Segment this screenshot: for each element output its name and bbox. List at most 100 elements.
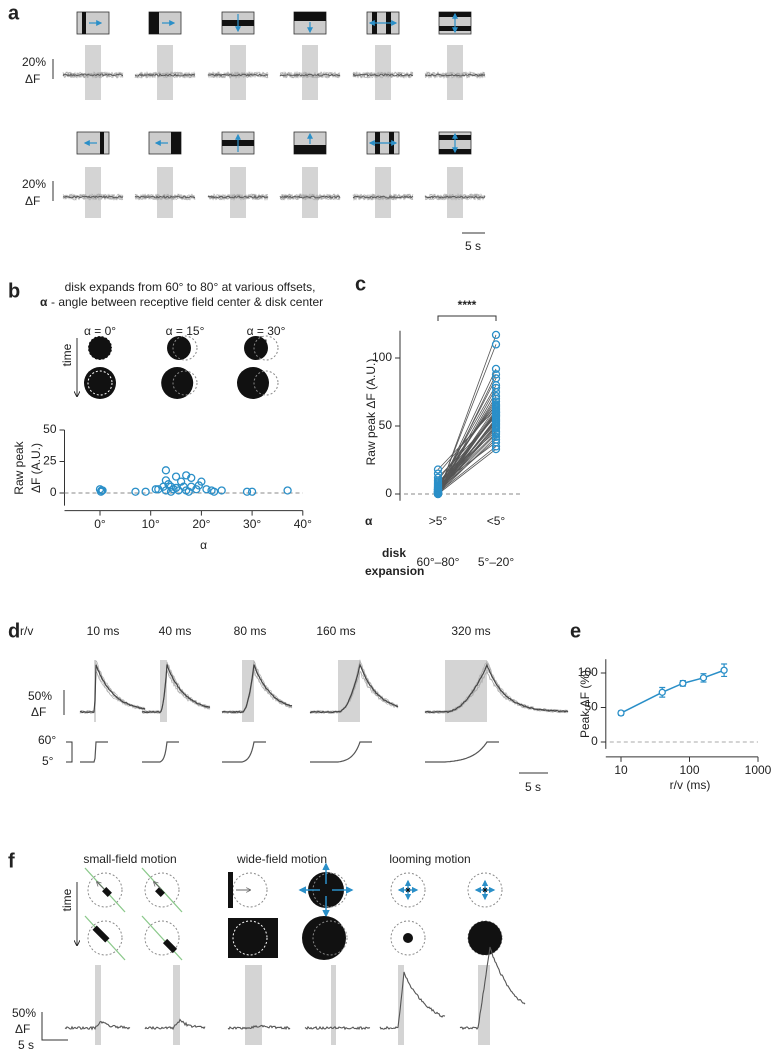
point — [247, 487, 257, 496]
trace — [207, 71, 269, 80]
panel-label: d — [8, 620, 20, 642]
x-tick-label: >5° — [429, 514, 448, 528]
point — [491, 430, 501, 439]
point — [491, 408, 501, 417]
subtitle: - angle between receptive field center &… — [51, 295, 323, 309]
stimulus-window — [242, 660, 254, 722]
stimulus-trace — [80, 741, 108, 763]
stimulus-window — [173, 965, 180, 1045]
disk — [88, 336, 112, 360]
stimulus-icon — [293, 11, 327, 35]
x-tick-label: 30° — [243, 517, 261, 531]
pair-line — [437, 446, 497, 493]
point — [491, 383, 501, 393]
pair-line — [437, 431, 497, 483]
trace — [309, 670, 399, 714]
point — [283, 486, 292, 495]
trace — [279, 71, 341, 79]
point — [433, 487, 443, 496]
point — [171, 483, 181, 493]
point — [433, 469, 443, 478]
bar — [92, 925, 110, 943]
x-tick-label: 10 — [614, 763, 628, 777]
y-tick-label: 25 — [43, 454, 57, 468]
rf — [144, 872, 180, 908]
scale-label: 5 s — [465, 239, 481, 253]
axis-label: α — [365, 514, 373, 528]
disk — [308, 872, 344, 908]
line — [620, 669, 725, 714]
trace — [279, 195, 341, 199]
x-tick-label: 10° — [142, 517, 160, 531]
trace — [134, 195, 196, 199]
axis-label: r/v (ms) — [670, 778, 711, 792]
trace — [221, 660, 293, 714]
point — [433, 489, 443, 499]
point — [209, 487, 219, 496]
point — [96, 487, 106, 496]
trace — [424, 73, 486, 77]
point — [154, 485, 163, 494]
stimulus-window — [447, 167, 463, 218]
subtitle: α — [40, 295, 48, 309]
scale-label: 5 s — [525, 780, 541, 794]
point — [98, 486, 107, 495]
bar — [149, 12, 159, 34]
rf — [390, 872, 426, 908]
point — [187, 482, 196, 491]
stimulus-window — [302, 167, 318, 218]
trace — [352, 195, 414, 199]
point — [491, 340, 501, 349]
stimulus-icon — [438, 131, 472, 155]
row-label: disk — [382, 546, 406, 560]
bar — [82, 12, 86, 34]
trace — [304, 1025, 371, 1031]
panel-label: e — [570, 620, 581, 642]
trace — [141, 661, 211, 714]
stimulus-icon — [76, 11, 110, 35]
scale-label: 20% — [22, 55, 46, 69]
inset-label: α = 0° — [84, 324, 116, 338]
scale-label: 20% — [22, 177, 46, 191]
panel-label: a — [8, 2, 20, 24]
point — [491, 432, 501, 442]
scale-label: 50% — [28, 689, 52, 703]
bar — [100, 132, 104, 154]
rf — [144, 920, 180, 956]
pair-line — [437, 439, 497, 492]
disk — [468, 921, 502, 955]
scale-label: 5° — [42, 754, 54, 768]
scale-label: 60° — [38, 733, 56, 747]
condition-label: 320 ms — [451, 624, 490, 638]
rf — [253, 370, 279, 396]
axis-label: Peak ΔF (%) — [578, 670, 592, 738]
trace — [62, 193, 124, 202]
stimulus-window — [95, 965, 101, 1045]
rf — [232, 920, 268, 956]
trace — [141, 670, 211, 714]
point — [720, 666, 728, 674]
trace — [134, 193, 196, 201]
disk — [84, 367, 116, 399]
condition-label: 160 ms — [316, 624, 355, 638]
pair-line — [437, 344, 497, 493]
rf — [390, 920, 426, 956]
rf — [87, 920, 123, 956]
trace — [134, 73, 196, 77]
bar — [228, 872, 233, 908]
stimulus-window — [160, 660, 167, 722]
stimulus-trace — [425, 741, 499, 763]
point — [491, 442, 501, 451]
x-tick-label: 100 — [679, 763, 699, 777]
condition-label: 40 ms — [159, 624, 192, 638]
trace — [424, 662, 569, 714]
trace — [459, 946, 526, 1030]
x-tick-label: 1000 — [745, 763, 772, 777]
trace — [227, 1024, 291, 1031]
point — [171, 472, 181, 481]
scale-bar — [41, 1012, 68, 1041]
inset-label: α = 15° — [166, 324, 205, 338]
stimulus-window — [157, 45, 173, 100]
x-tick-label: 20° — [192, 517, 210, 531]
